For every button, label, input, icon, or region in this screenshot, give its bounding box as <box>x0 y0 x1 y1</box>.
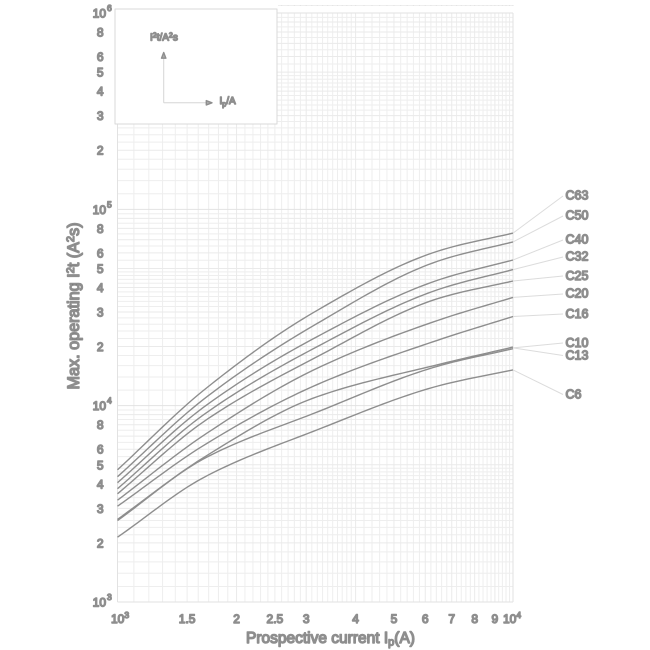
svg-text:5: 5 <box>97 262 104 276</box>
svg-text:C16: C16 <box>566 307 589 321</box>
svg-text:C10: C10 <box>566 336 589 350</box>
svg-text:Prospective current Ip(A): Prospective current Ip(A) <box>246 630 415 649</box>
svg-text:3: 3 <box>97 502 104 516</box>
svg-text:6: 6 <box>97 50 104 64</box>
svg-text:C13: C13 <box>566 349 589 363</box>
svg-text:5: 5 <box>97 458 104 472</box>
svg-text:2: 2 <box>97 536 104 550</box>
svg-text:I2t/A2s: I2t/A2s <box>150 32 178 43</box>
svg-text:2: 2 <box>233 612 240 626</box>
svg-text:Ip/A: Ip/A <box>220 96 236 108</box>
svg-text:C63: C63 <box>566 188 589 202</box>
svg-text:3: 3 <box>97 109 104 123</box>
svg-text:8: 8 <box>97 222 104 236</box>
svg-text:2: 2 <box>97 144 104 158</box>
svg-text:2.5: 2.5 <box>267 612 284 626</box>
svg-text:6: 6 <box>97 443 104 457</box>
svg-text:Max. operating I2t (A2s): Max. operating I2t (A2s) <box>65 223 83 390</box>
svg-text:3: 3 <box>97 305 104 319</box>
svg-text:6: 6 <box>107 3 112 13</box>
svg-text:C32: C32 <box>566 250 589 264</box>
svg-text:1.5: 1.5 <box>179 612 196 626</box>
svg-text:4: 4 <box>107 396 112 406</box>
svg-text:C6: C6 <box>566 388 582 402</box>
svg-text:4: 4 <box>97 477 104 491</box>
svg-text:10: 10 <box>93 7 107 21</box>
svg-text:C25: C25 <box>566 269 589 283</box>
svg-text:10: 10 <box>93 596 107 610</box>
svg-text:5: 5 <box>391 612 398 626</box>
svg-text:5: 5 <box>107 199 112 209</box>
svg-text:C20: C20 <box>566 287 589 301</box>
svg-text:6: 6 <box>422 612 429 626</box>
svg-text:4: 4 <box>352 612 359 626</box>
svg-text:8: 8 <box>471 612 478 626</box>
svg-text:4: 4 <box>97 85 104 99</box>
svg-text:10: 10 <box>93 399 107 413</box>
svg-text:4: 4 <box>97 281 104 295</box>
svg-text:9: 9 <box>492 612 499 626</box>
svg-text:C50: C50 <box>566 209 589 223</box>
svg-text:C40: C40 <box>566 233 589 247</box>
svg-text:3: 3 <box>107 592 112 602</box>
svg-text:10: 10 <box>93 203 107 217</box>
svg-text:3: 3 <box>303 612 310 626</box>
svg-text:7: 7 <box>448 612 455 626</box>
svg-text:6: 6 <box>97 246 104 260</box>
svg-text:2: 2 <box>97 340 104 354</box>
svg-text:8: 8 <box>97 418 104 432</box>
svg-text:5: 5 <box>97 66 104 80</box>
svg-text:8: 8 <box>97 26 104 40</box>
